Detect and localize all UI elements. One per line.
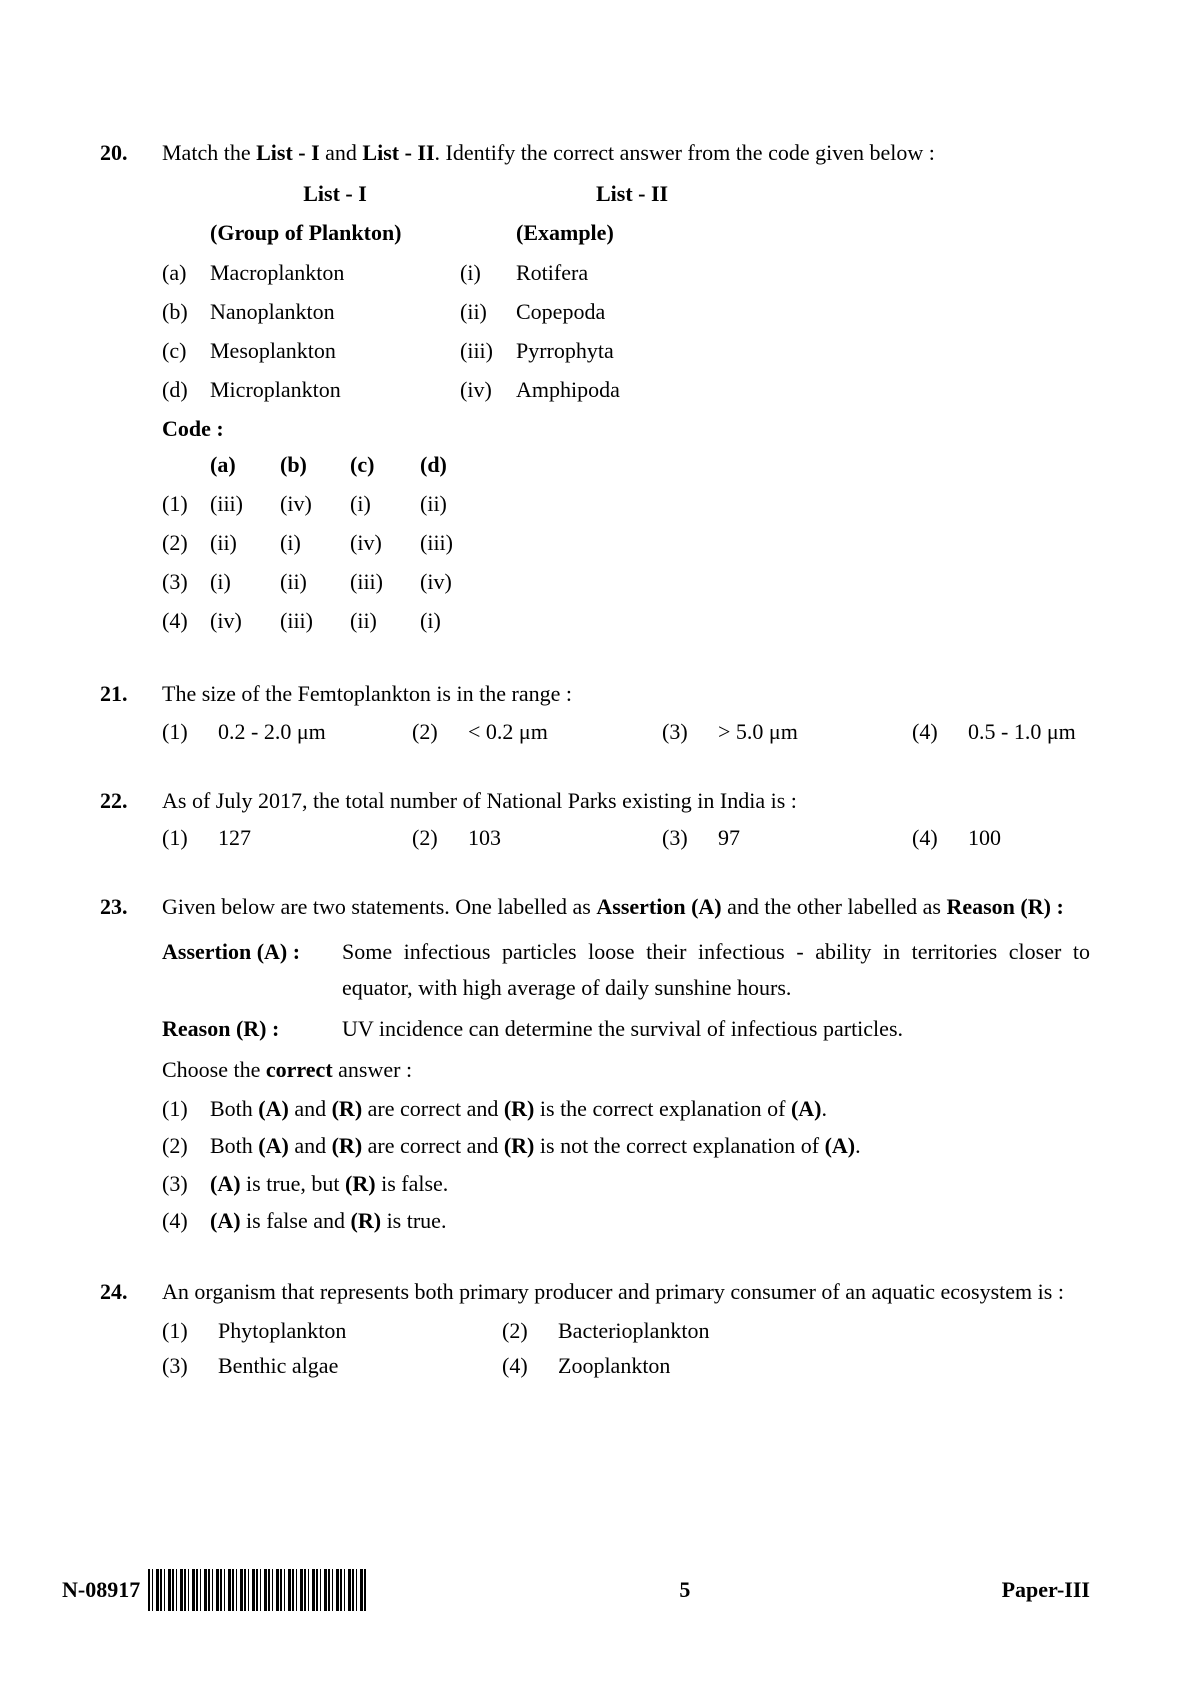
code-option: (4) (iv) (iii) (ii) (i)	[162, 603, 1090, 638]
question-stem: As of July 2017, the total number of Nat…	[162, 783, 1162, 818]
match-row: (c) Mesoplankton (iii) Pyrrophyta	[162, 333, 1090, 368]
page-footer: N-08917 5 Paper-III	[0, 1569, 1190, 1611]
question-21: 21. The size of the Femtoplankton is in …	[100, 676, 1090, 748]
option: (3)> 5.0 μm	[662, 714, 912, 749]
footer-code: N-08917	[62, 1569, 368, 1611]
list-headers: List - I List - II	[162, 176, 1090, 211]
page-number: 5	[679, 1572, 690, 1607]
option: (4)100	[912, 820, 1162, 855]
question-number: 20.	[100, 135, 162, 642]
question-body: Match the List - I and List - II. Identi…	[162, 135, 1090, 642]
code-option: (2) (ii) (i) (iv) (iii)	[162, 525, 1090, 560]
option: (2) Both (A) and (R) are correct and (R)…	[162, 1128, 1090, 1163]
exam-page: 20. Match the List - I and List - II. Id…	[0, 0, 1190, 1683]
paper-label: Paper-III	[1002, 1572, 1090, 1607]
code-option: (1) (iii) (iv) (i) (ii)	[162, 486, 1090, 521]
question-number: 23.	[100, 889, 162, 1240]
list-subheaders: (Group of Plankton) (Example)	[162, 215, 1090, 250]
question-22: 22. As of July 2017, the total number of…	[100, 783, 1090, 855]
question-number: 21.	[100, 676, 162, 748]
option: (2)< 0.2 μm	[412, 714, 662, 749]
question-body: The size of the Femtoplankton is in the …	[162, 676, 1162, 748]
option: (2)103	[412, 820, 662, 855]
code-option: (3) (i) (ii) (iii) (iv)	[162, 564, 1090, 599]
option: (3)Benthic algae	[162, 1348, 502, 1383]
question-body: An organism that represents both primary…	[162, 1274, 1090, 1384]
option: (3) (A) is true, but (R) is false.	[162, 1166, 1090, 1201]
barcode-icon	[148, 1569, 368, 1611]
option: (2)Bacterioplankton	[502, 1313, 842, 1348]
question-stem: The size of the Femtoplankton is in the …	[162, 676, 1162, 711]
reason-line: Reason (R) : UV incidence can determine …	[162, 1011, 1090, 1046]
option: (4)Zooplankton	[502, 1348, 842, 1383]
match-row: (d) Microplankton (iv) Amphipoda	[162, 372, 1090, 407]
question-body: Given below are two statements. One labe…	[162, 889, 1090, 1240]
options-row: (3)Benthic algae (4)Zooplankton	[162, 1348, 1090, 1383]
option: (1)127	[162, 820, 412, 855]
code-label: Code :	[162, 411, 1090, 446]
match-row: (a) Macroplankton (i) Rotifera	[162, 255, 1090, 290]
match-row: (b) Nanoplankton (ii) Copepoda	[162, 294, 1090, 329]
option: (4)0.5 - 1.0 μm	[912, 714, 1162, 749]
code-header: (a) (b) (c) (d)	[162, 447, 1090, 482]
options-row: (1)Phytoplankton (2)Bacterioplankton	[162, 1313, 1090, 1348]
option: (1)Phytoplankton	[162, 1313, 502, 1348]
question-20: 20. Match the List - I and List - II. Id…	[100, 135, 1090, 642]
question-stem: Match the List - I and List - II. Identi…	[162, 135, 1090, 170]
options-row: (1)127 (2)103 (3)97 (4)100	[162, 820, 1162, 855]
question-24: 24. An organism that represents both pri…	[100, 1274, 1090, 1384]
option: (1) Both (A) and (R) are correct and (R)…	[162, 1091, 1090, 1126]
choose-line: Choose the correct answer :	[162, 1052, 1090, 1087]
options-row: (1)0.2 - 2.0 μm (2)< 0.2 μm (3)> 5.0 μm …	[162, 714, 1162, 749]
option: (3)97	[662, 820, 912, 855]
question-stem: An organism that represents both primary…	[162, 1274, 1090, 1309]
question-number: 24.	[100, 1274, 162, 1384]
option: (4) (A) is false and (R) is true.	[162, 1203, 1090, 1238]
question-23: 23. Given below are two statements. One …	[100, 889, 1090, 1240]
option: (1)0.2 - 2.0 μm	[162, 714, 412, 749]
question-number: 22.	[100, 783, 162, 855]
assertion-line: Assertion (A) : Some infectious particle…	[162, 934, 1090, 1004]
question-stem: Given below are two statements. One labe…	[162, 889, 1090, 924]
question-body: As of July 2017, the total number of Nat…	[162, 783, 1162, 855]
